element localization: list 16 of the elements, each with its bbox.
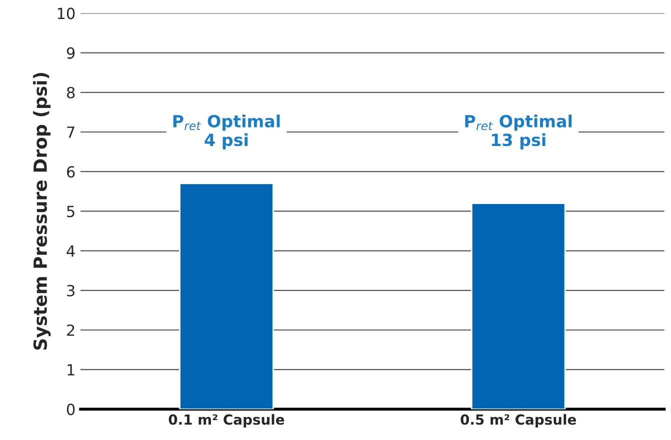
- y-tick-label: 0: [66, 404, 75, 416]
- x-tick-label: 0.1 m² Capsule: [168, 414, 284, 428]
- y-tick-label: 10: [58, 8, 75, 20]
- y-tick-label: 2: [67, 324, 74, 336]
- annotation: P$_{ret}$ Optimal 4 psi: [173, 114, 280, 150]
- x-tick-label: 0.5 m² Capsule: [460, 414, 576, 428]
- annotation: P$_{ret}$ Optimal 13 psi: [465, 114, 572, 150]
- y-tick-label: 1: [68, 364, 74, 376]
- y-tick-label: 6: [67, 166, 75, 178]
- y-tick-label: 4: [66, 245, 75, 257]
- y-tick-label: 9: [66, 47, 75, 59]
- y-tick-label: 3: [67, 284, 74, 296]
- y-axis-title: System Pressure Drop (psi): [33, 72, 51, 350]
- y-tick-label: 5: [67, 206, 74, 218]
- y-tick-label: 8: [66, 86, 75, 98]
- y-tick-label: 7: [67, 126, 74, 138]
